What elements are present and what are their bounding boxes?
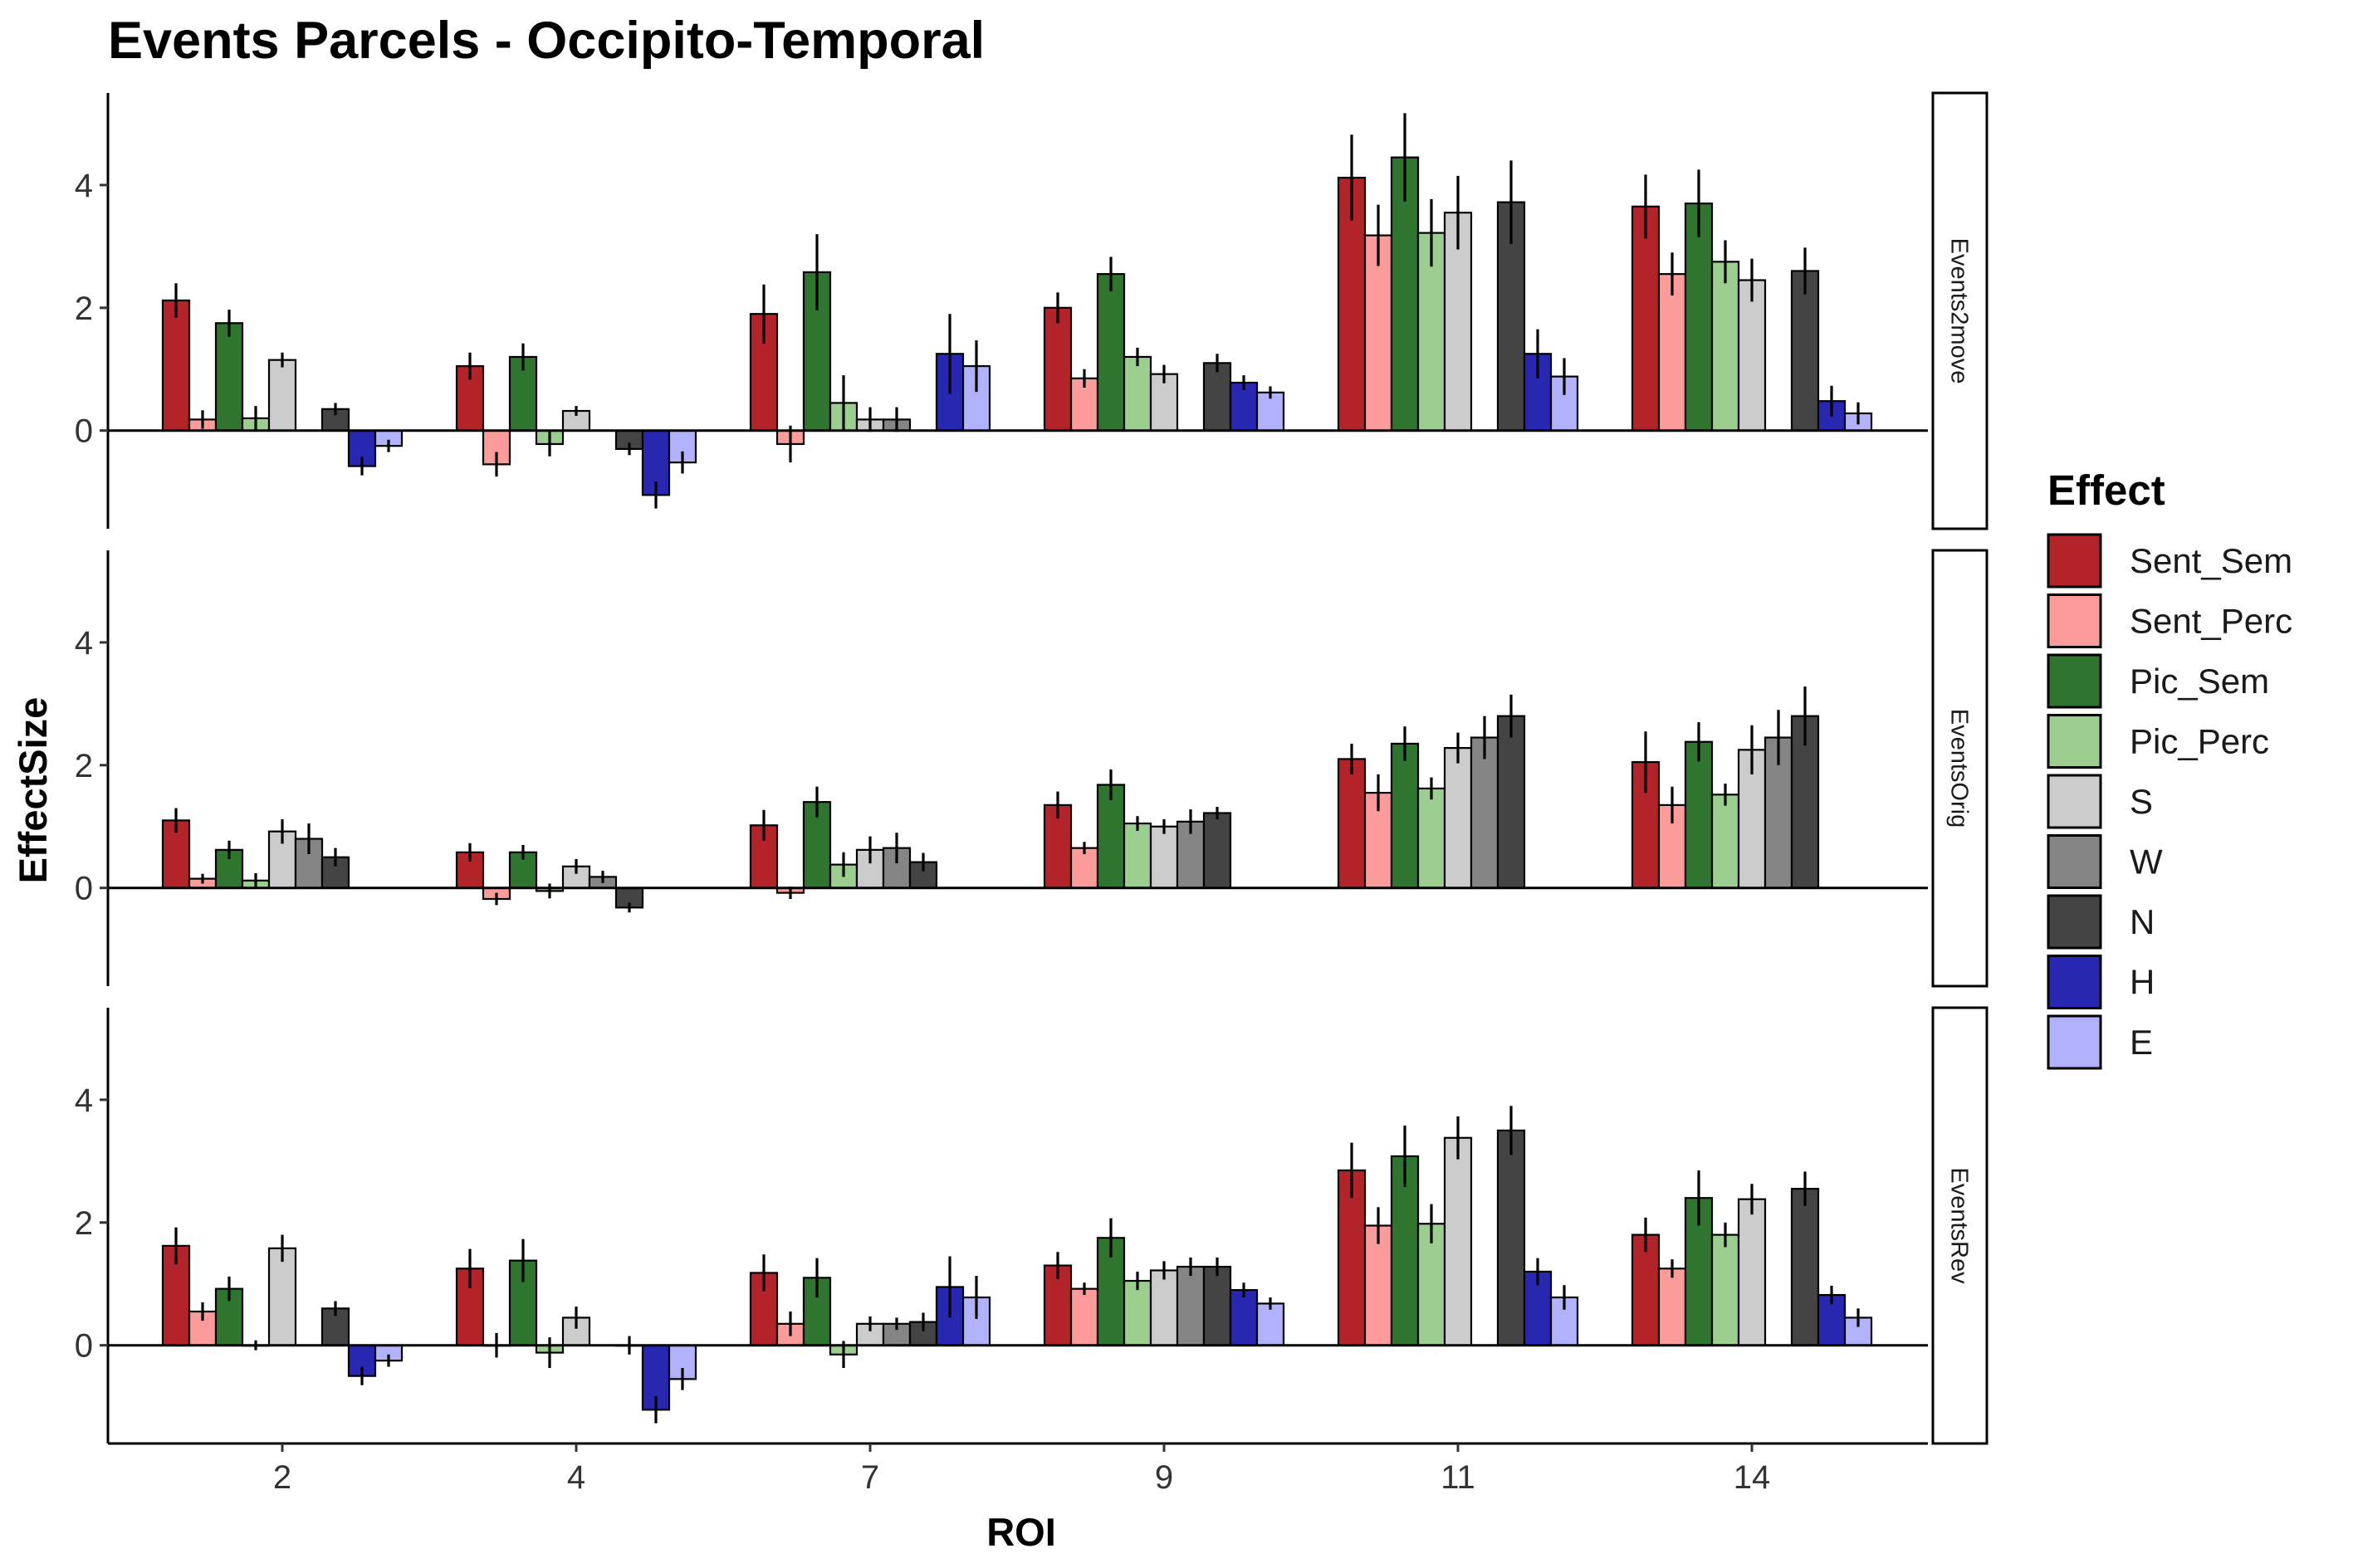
bar-EventsOrig-Pic_Perc-roi-11 bbox=[1416, 787, 1446, 889]
facet-strip bbox=[1931, 1006, 1989, 1445]
bar-Events2move-Sent_Sem-roi-9 bbox=[1043, 306, 1073, 432]
facet-strip-label: EventsOrig bbox=[1946, 709, 1973, 828]
bar-EventsRev-S-roi-14 bbox=[1737, 1198, 1767, 1346]
bar-EventsRev-Sent_Perc-roi-14 bbox=[1657, 1268, 1687, 1346]
bar-EventsOrig-Pic_Sem-roi-11 bbox=[1390, 742, 1420, 889]
y-axis-title: EffectSize bbox=[11, 697, 55, 884]
facet-strip-label: EventsRev bbox=[1946, 1167, 1973, 1284]
bar-Events2move-Sent_Sem-roi-7 bbox=[749, 313, 779, 432]
bar-Events2move-Sent_Sem-roi-2 bbox=[161, 299, 191, 432]
y-tick-label: 2 bbox=[75, 1205, 93, 1242]
x-tick-label: 2 bbox=[273, 1459, 291, 1496]
x-tick-label: 11 bbox=[1441, 1459, 1475, 1496]
bar-EventsRev-N-roi-9 bbox=[1202, 1265, 1232, 1346]
legend-label-Pic_Perc: Pic_Perc bbox=[2130, 722, 2269, 761]
legend-label-Sent_Perc: Sent_Perc bbox=[2130, 602, 2292, 641]
x-tick-label: 9 bbox=[1155, 1459, 1173, 1496]
panel-EventsOrig: 0 2 4 EventsOrig bbox=[75, 549, 1989, 988]
bar-EventsOrig-Sent_Sem-roi-11 bbox=[1337, 758, 1367, 889]
y-tick-label: 0 bbox=[75, 413, 93, 450]
bar-EventsOrig-Pic_Sem-roi-7 bbox=[802, 801, 832, 889]
legend-label-N: N bbox=[2130, 902, 2155, 941]
legend-swatch-S bbox=[2047, 774, 2102, 829]
facet-strip-label: Events2move bbox=[1946, 238, 1973, 384]
bar-Events2move-S-roi-2 bbox=[267, 359, 297, 432]
bar-EventsRev-Pic_Perc-roi-9 bbox=[1123, 1279, 1152, 1346]
y-tick-label: 0 bbox=[75, 871, 93, 907]
bar-EventsRev-N-roi-11 bbox=[1496, 1129, 1526, 1346]
legend-swatch-Sent_Perc bbox=[2047, 593, 2102, 648]
y-tick-label: 4 bbox=[75, 625, 93, 662]
legend-title: Effect bbox=[2047, 466, 2165, 514]
bar-EventsRev-Sent_Sem-roi-11 bbox=[1337, 1169, 1367, 1346]
bar-EventsOrig-Pic_Sem-roi-14 bbox=[1684, 740, 1714, 889]
legend-swatch-Pic_Sem bbox=[2047, 653, 2102, 709]
legend-swatch-H bbox=[2047, 955, 2102, 1009]
y-tick-label: 4 bbox=[75, 168, 93, 204]
bar-Events2move-Pic_Sem-roi-2 bbox=[214, 322, 244, 432]
x-tick-label: 14 bbox=[1734, 1459, 1771, 1496]
x-axis-title: ROI bbox=[986, 1510, 1056, 1554]
bar-EventsRev-Sent_Perc-roi-9 bbox=[1069, 1287, 1099, 1346]
legend-swatch-E bbox=[2047, 1014, 2102, 1070]
panel-EventsRev: 0 2 4 EventsRev bbox=[75, 1006, 1989, 1445]
bar-Events2move-Pic_Sem-roi-9 bbox=[1096, 273, 1126, 432]
legend-label-Pic_Sem: Pic_Sem bbox=[2130, 662, 2269, 701]
bar-Events2move-S-roi-14 bbox=[1737, 279, 1767, 432]
bar-EventsOrig-S-roi-9 bbox=[1149, 825, 1179, 889]
x-tick-label: 7 bbox=[861, 1459, 879, 1496]
bar-EventsRev-Pic_Perc-roi-14 bbox=[1710, 1233, 1740, 1346]
bar-Events2move-Pic_Perc-roi-9 bbox=[1123, 355, 1152, 432]
legend-label-W: W bbox=[2130, 843, 2163, 882]
bar-Events2move-Sent_Sem-roi-14 bbox=[1631, 205, 1661, 432]
bar-EventsRev-H-roi-9 bbox=[1229, 1289, 1259, 1346]
legend-label-Sent_Sem: Sent_Sem bbox=[2130, 541, 2292, 580]
legend-label-H: H bbox=[2130, 963, 2155, 1002]
bar-EventsOrig-N-roi-14 bbox=[1790, 715, 1820, 889]
x-axis: 2 4 7 9 11 14 bbox=[108, 1442, 1928, 1496]
bar-EventsOrig-W-roi-11 bbox=[1470, 736, 1499, 889]
bar-EventsRev-S-roi-2 bbox=[267, 1247, 297, 1346]
bar-Events2move-Pic_Sem-roi-14 bbox=[1684, 202, 1714, 432]
facet-strip bbox=[1931, 549, 1989, 988]
bar-Events2move-E-roi-9 bbox=[1255, 391, 1285, 432]
legend-swatch-Sent_Sem bbox=[2047, 533, 2102, 589]
y-tick-label: 2 bbox=[75, 291, 93, 327]
bar-EventsRev-W-roi-9 bbox=[1176, 1265, 1206, 1346]
x-tick-label: 4 bbox=[567, 1459, 585, 1496]
legend: Effect Sent_Sem Sent_Perc Pic_Sem Pic_Perc S… bbox=[2047, 466, 2292, 1070]
legend-swatch-Pic_Perc bbox=[2047, 714, 2102, 769]
bar-EventsOrig-Pic_Sem-roi-9 bbox=[1096, 784, 1126, 889]
bar-EventsOrig-Pic_Perc-roi-9 bbox=[1123, 822, 1152, 889]
legend-swatch-W bbox=[2047, 834, 2102, 889]
y-tick-label: 4 bbox=[75, 1082, 93, 1119]
bar-Events2move-N-roi-14 bbox=[1790, 270, 1820, 432]
bar-Events2move-S-roi-9 bbox=[1149, 373, 1179, 432]
panel-Events2move: 0 2 4 Events2move bbox=[75, 91, 1989, 530]
bar-Events2move-Pic_Perc-roi-14 bbox=[1710, 261, 1740, 432]
legend-label-E: E bbox=[2130, 1023, 2153, 1062]
legend-swatch-N bbox=[2047, 894, 2102, 950]
bar-EventsOrig-N-roi-9 bbox=[1202, 812, 1232, 889]
y-tick-label: 0 bbox=[75, 1328, 93, 1365]
chart-title: Events Parcels - Occipito-Temporal bbox=[108, 12, 985, 70]
bar-Events2move-N-roi-9 bbox=[1202, 362, 1232, 432]
bar-Events2move-Sent_Perc-roi-11 bbox=[1363, 234, 1393, 432]
bar-EventsRev-S-roi-9 bbox=[1149, 1269, 1179, 1346]
bar-EventsRev-E-roi-9 bbox=[1255, 1302, 1285, 1346]
facet-panels: 0 2 4 Events2move 0 2 4 EventsOrig 0 2 4 EventsRev bbox=[75, 91, 1989, 1445]
bar-EventsRev-N-roi-14 bbox=[1790, 1188, 1820, 1346]
bar-EventsOrig-Pic_Perc-roi-14 bbox=[1710, 794, 1740, 889]
bar-EventsOrig-N-roi-11 bbox=[1496, 715, 1526, 889]
facet-strip bbox=[1931, 91, 1989, 530]
bar-Events2move-Sent_Perc-roi-14 bbox=[1657, 273, 1687, 432]
legend-label-S: S bbox=[2130, 782, 2153, 821]
bar-EventsOrig-Sent_Sem-roi-9 bbox=[1043, 804, 1073, 889]
bar-EventsRev-S-roi-11 bbox=[1443, 1136, 1473, 1346]
bar-EventsOrig-Sent_Perc-roi-14 bbox=[1657, 804, 1687, 889]
y-tick-label: 2 bbox=[75, 748, 93, 784]
bar-EventsOrig-S-roi-11 bbox=[1443, 746, 1473, 889]
